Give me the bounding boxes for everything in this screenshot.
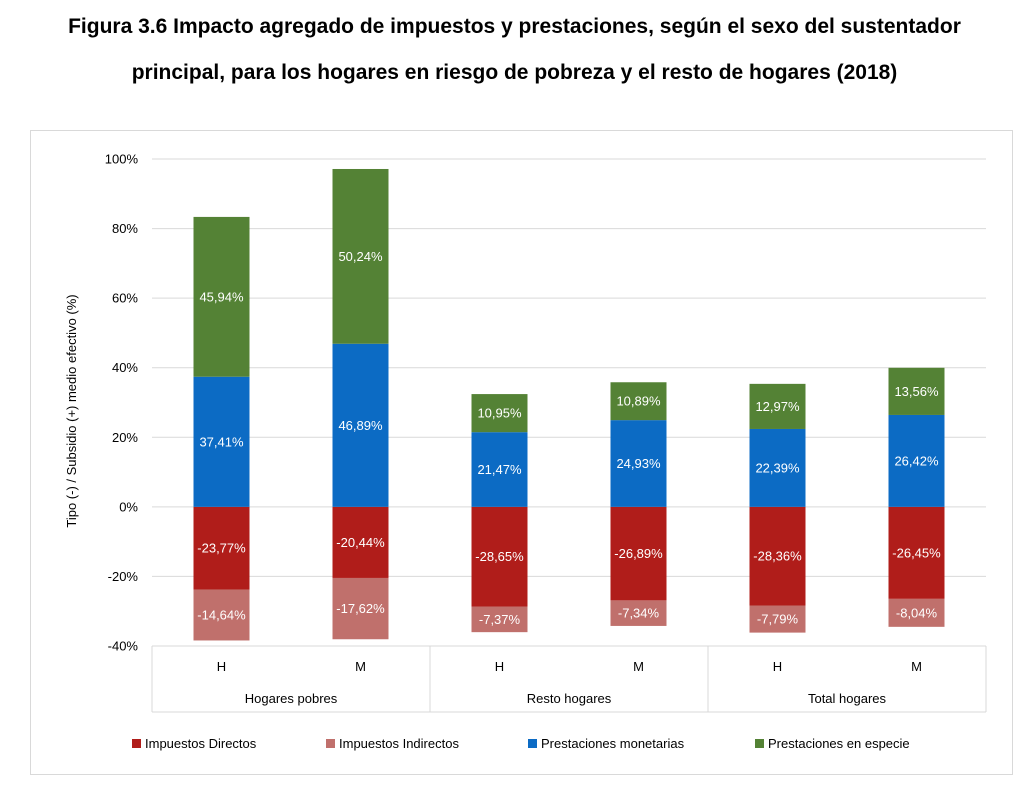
legend-label: Prestaciones monetarias [541,736,685,751]
bar-segment [193,216,250,377]
y-tick-label: -20% [108,569,139,584]
data-label: 10,89% [616,394,661,409]
bar-segment [749,428,806,507]
data-label: 26,42% [894,453,939,468]
x-tick-label: H [495,659,504,674]
y-tick-label: 60% [112,291,138,306]
data-label: -28,65% [475,549,524,564]
x-axis: H M H M H M Hogares pobres Resto hogares Total h… [151,645,987,713]
y-tick-label: -40% [108,639,139,654]
data-label: 22,39% [755,460,800,475]
bar-segment [610,506,667,601]
data-label: -26,45% [892,545,941,560]
bar-segment [471,606,528,633]
bar-segment [471,432,528,507]
bar-segment [332,577,389,640]
chart-title-line-1: Figura 3.6 Impacto agregado de impuestos… [68,15,961,38]
chart-title-line-2: principal, para los hogares en riesgo de… [131,61,898,84]
bar-segment [193,589,250,641]
x-tick-label: H [773,659,782,674]
chart-frame [30,130,1013,775]
bar-segment [193,506,250,590]
data-label: -7,79% [757,612,799,627]
legend: Impuestos Directos Impuestos Indirectos Pr… [132,736,910,751]
data-label: -8,04% [896,605,938,620]
bar-segment [332,343,389,507]
y-axis-label: Tipo (-) / Subsidio (+) medio efectivo (… [64,294,79,527]
legend-label: Impuestos Indirectos [339,736,459,751]
y-tick-label: 0% [119,499,138,514]
bar-segment [471,394,528,433]
data-label: 24,93% [616,456,661,471]
data-label: 50,24% [338,249,383,264]
y-tick-label: 20% [112,430,138,445]
data-label: -26,89% [614,546,663,561]
data-labels: -23,77% -14,64% 37,41% 45,94% -20,44% -17,62%… [197,249,941,627]
y-tick-label: 80% [112,221,138,236]
data-label: -20,44% [336,535,385,550]
group-label: Resto hogares [527,691,612,706]
group-label: Hogares pobres [245,691,338,706]
legend-swatch [132,739,141,748]
bar-segment [888,506,945,599]
bar-segment [610,382,667,421]
bar-segment [749,605,806,633]
data-label: 37,41% [199,434,244,449]
group-label: Total hogares [808,691,887,706]
bars [193,168,945,641]
data-label: -17,62% [336,601,385,616]
legend-swatch [326,739,335,748]
x-tick-label: M [355,659,366,674]
data-label: 13,56% [894,384,939,399]
bar-segment [332,506,389,578]
bar-segment [888,367,945,415]
data-label: -28,36% [753,549,802,564]
x-tick-label: H [217,659,226,674]
data-label: 21,47% [477,462,522,477]
gridlines [152,158,986,647]
x-tick-label: M [633,659,644,674]
data-label: -7,34% [618,606,660,621]
data-label: -14,64% [197,608,246,623]
bar-segment [888,598,945,627]
data-label: -23,77% [197,541,246,556]
legend-swatch [528,739,537,748]
legend-label: Prestaciones en especie [768,736,910,751]
y-tick-label: 40% [112,360,138,375]
legend-label: Impuestos Directos [145,736,257,751]
data-label: -7,37% [479,612,521,627]
bar-segment [749,506,806,606]
x-tick-label: M [911,659,922,674]
bar-segment [888,414,945,507]
data-label: 45,94% [199,289,244,304]
bar-segment [749,383,806,429]
legend-swatch [755,739,764,748]
bar-segment [193,376,250,507]
bar-segment [471,506,528,607]
data-label: 46,89% [338,418,383,433]
bar-segment [610,420,667,507]
data-label: 10,95% [477,406,522,421]
y-tick-label: 100% [105,152,139,167]
y-axis-ticks: 100% 80% 60% 40% 20% 0% -20% -40% [105,152,139,654]
bar-segment [610,600,667,626]
bar-segment [332,168,389,344]
data-label: 12,97% [755,399,800,414]
